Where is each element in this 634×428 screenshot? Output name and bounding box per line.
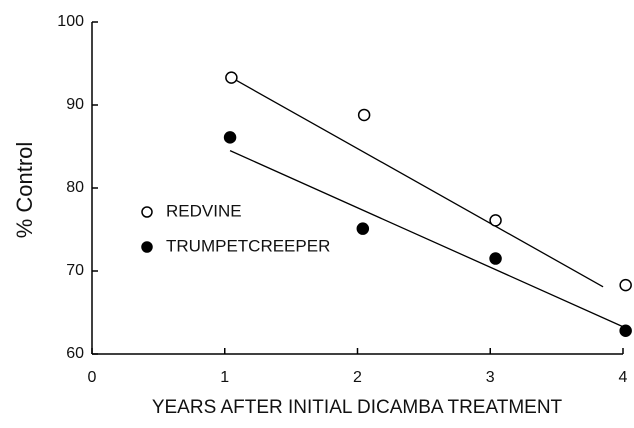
legend-marker [141, 241, 153, 253]
y-tick-label: 70 [66, 262, 84, 279]
data-point [225, 71, 238, 84]
y-tick-label: 80 [66, 179, 84, 196]
data-point [356, 222, 370, 235]
data-point [357, 108, 371, 122]
legend-label: REDVINE [166, 201, 242, 220]
x-tick-label: 2 [353, 369, 362, 386]
data-point [619, 278, 632, 292]
data-point [489, 252, 502, 265]
data-point [489, 214, 502, 227]
x-tick-label: 0 [88, 369, 97, 386]
data-point [619, 324, 632, 338]
x-tick-label: 1 [220, 369, 229, 386]
legend-label: TRUMPETCREEPER [166, 236, 330, 255]
legend-marker [141, 206, 153, 218]
y-tick-label: 90 [66, 96, 84, 113]
trend-line [231, 77, 604, 288]
x-tick-label: 3 [486, 369, 495, 386]
x-tick-label: 4 [619, 369, 628, 386]
data-point [223, 131, 237, 144]
trend-line [229, 150, 629, 330]
y-tick-label: 100 [57, 13, 84, 30]
x-axis-label: YEARS AFTER INITIAL DICAMBA TREATMENT [152, 397, 563, 418]
y-tick-label: 60 [66, 345, 84, 362]
y-axis-label: % Control [12, 142, 37, 239]
